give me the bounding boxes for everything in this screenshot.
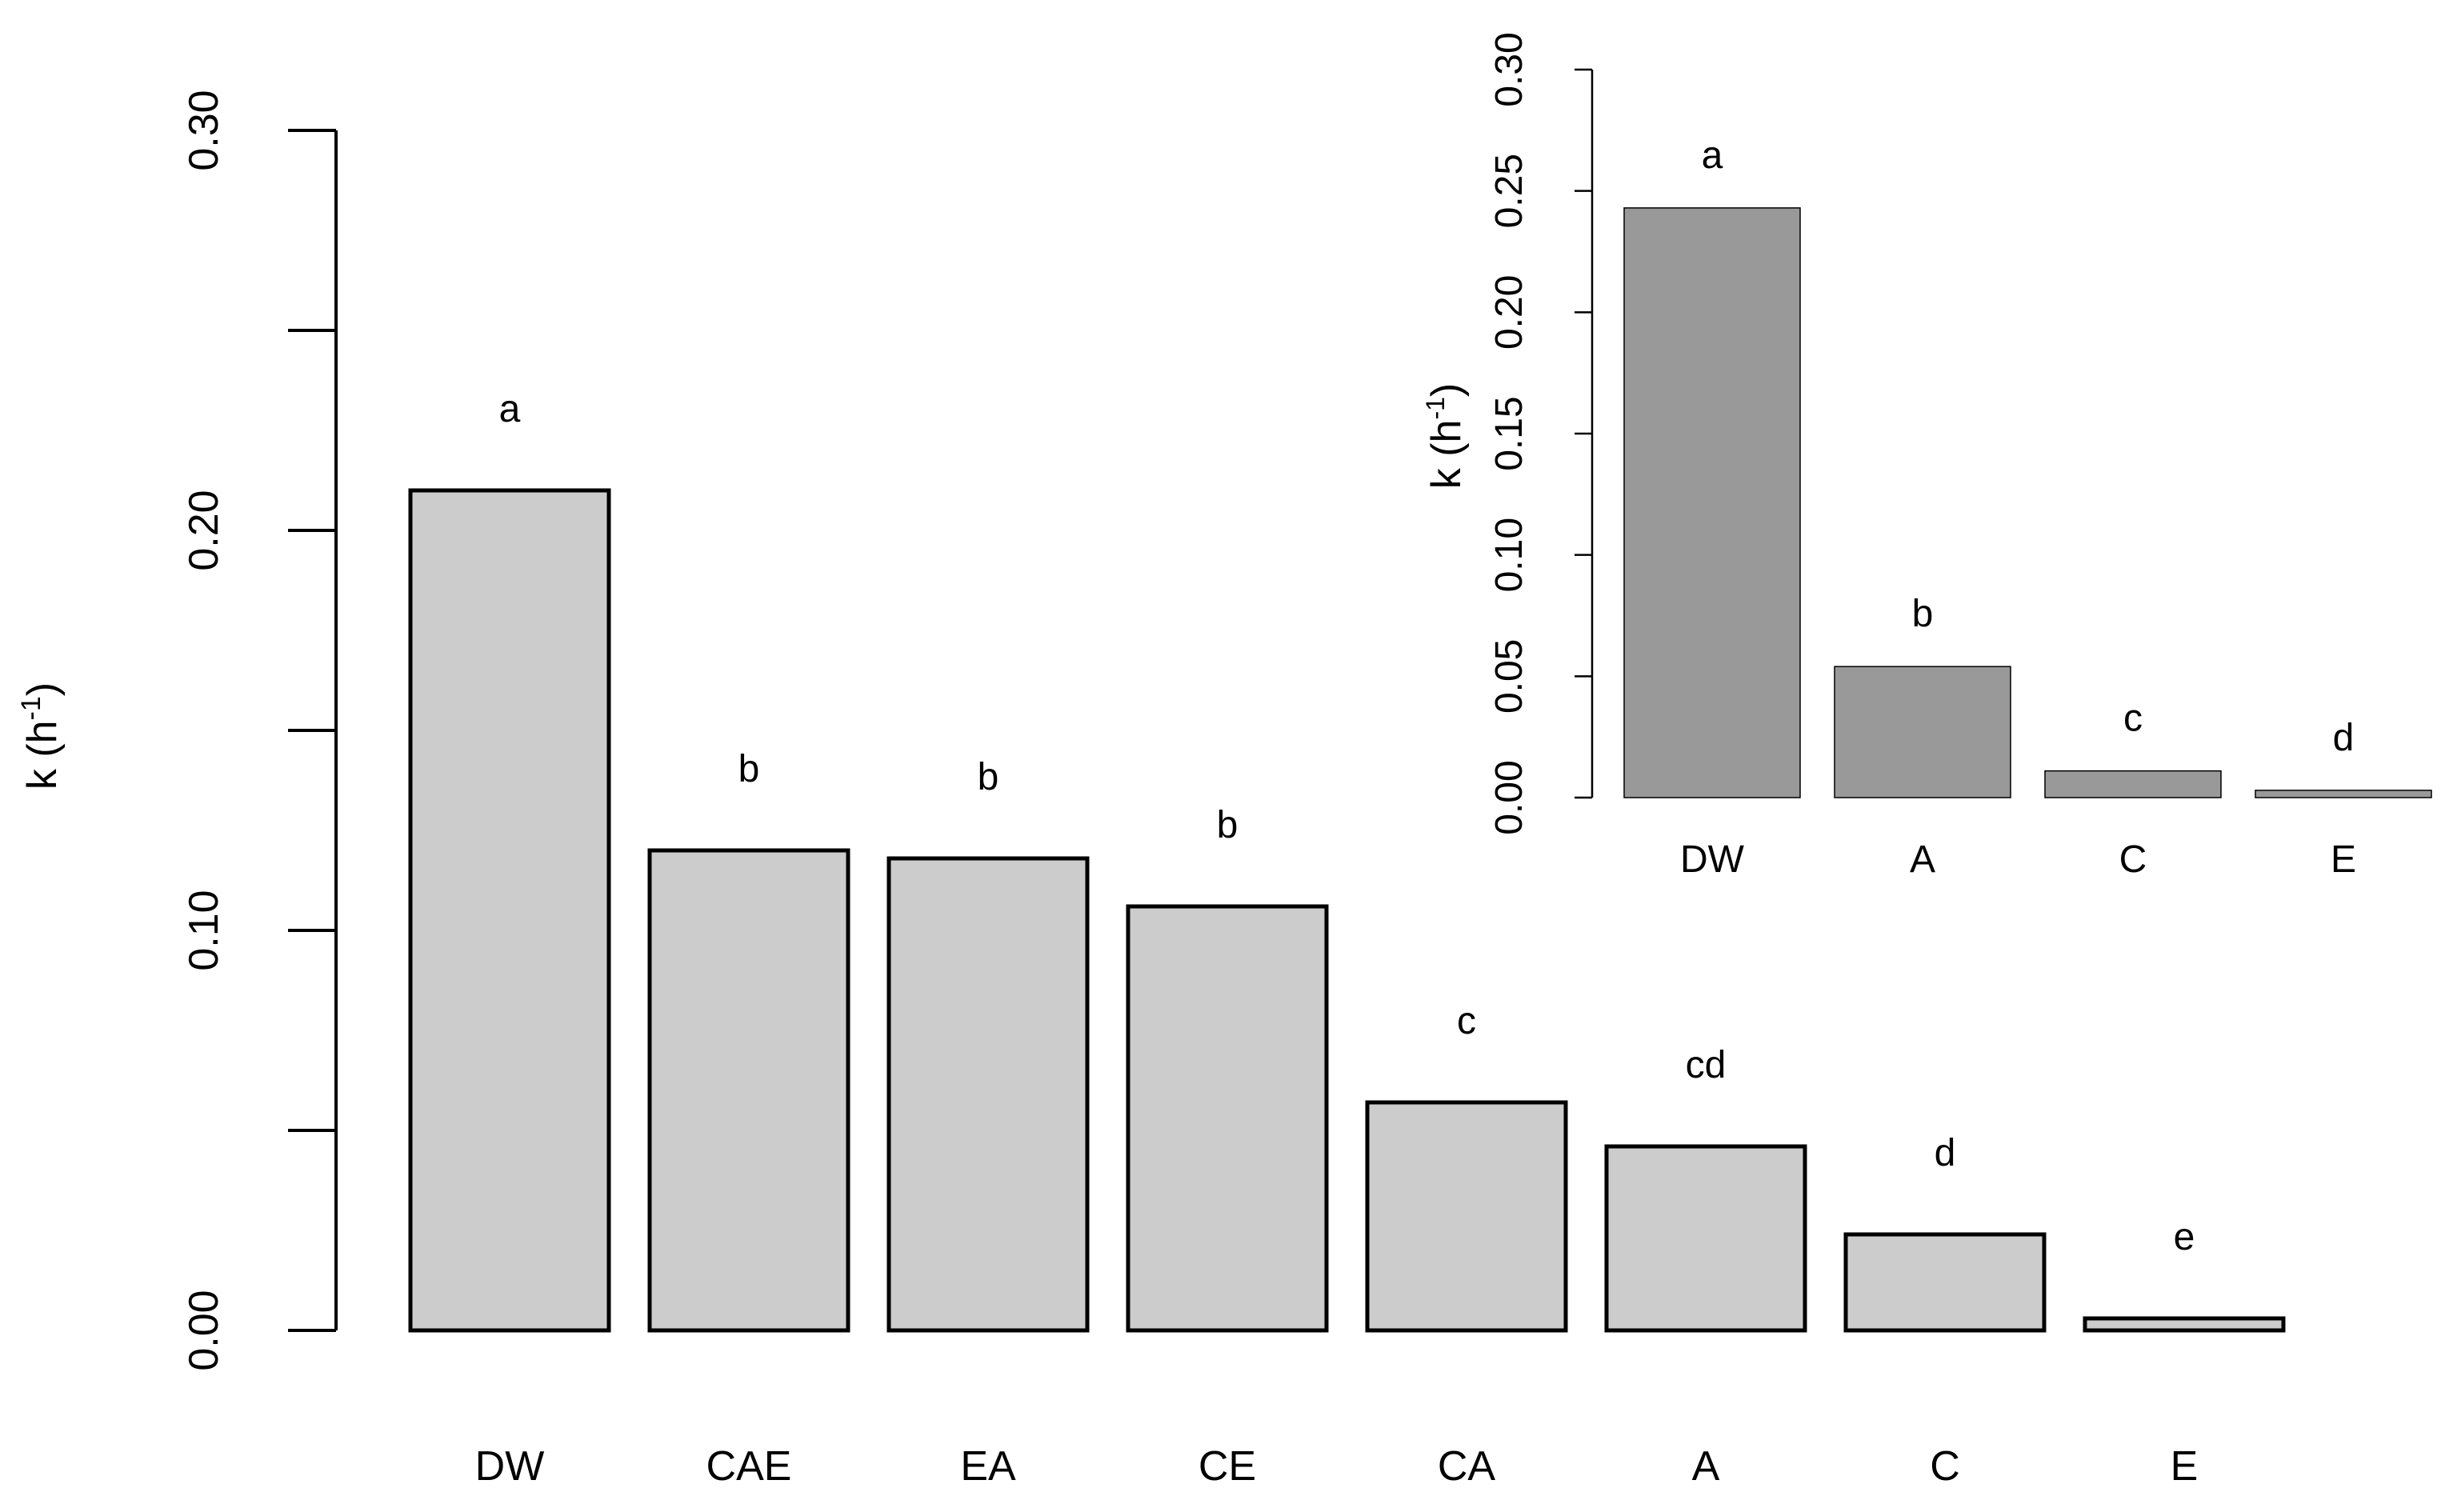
y-axis-label-close: ) xyxy=(1423,383,1470,397)
y-axis-label: k (h-1) xyxy=(16,682,66,790)
main-bar-chart: 0.000.100.200.30k (h-1)DWaCAEbEAbCEbCAcA… xyxy=(16,90,2286,1490)
significance-label: e xyxy=(2174,1216,2195,1258)
x-category-label: DW xyxy=(475,1443,545,1490)
bar-e xyxy=(2083,1316,2286,1333)
significance-label: b xyxy=(978,756,999,798)
x-category-label: C xyxy=(2119,838,2147,881)
y-tick-label: 0.00 xyxy=(1488,760,1531,834)
y-tick-label: 0.10 xyxy=(181,890,227,970)
y-axis-label: k (h-1) xyxy=(1421,383,1470,489)
bar-c xyxy=(1843,1232,2047,1333)
bar-ce xyxy=(1126,904,1329,1333)
y-axis-label-base: k (h xyxy=(1423,420,1470,490)
y-tick-label: 0.30 xyxy=(181,90,227,170)
y-tick-label: 0.10 xyxy=(1488,518,1531,592)
y-axis-label-sup: -1 xyxy=(1421,397,1450,419)
bar-ea xyxy=(886,856,1090,1333)
inset-bar-chart: 0.00 0.05 0.10 0.15 0.20 0.25 0.30 k (h-1) DW a Ab… xyxy=(1421,32,2432,881)
significance-label: d xyxy=(2333,717,2355,759)
y-axis-label-sup: -1 xyxy=(16,696,46,720)
significance-label: a xyxy=(499,388,521,430)
y-tick-label: 0.00 xyxy=(181,1290,227,1370)
significance-label: c xyxy=(1457,1000,1476,1042)
y-tick-label: 0.20 xyxy=(181,490,227,570)
significance-label: c xyxy=(2123,698,2143,740)
bar-cae xyxy=(647,848,850,1333)
y-axis-label-close: ) xyxy=(19,682,66,696)
x-category-label: EA xyxy=(960,1443,1016,1490)
x-category-label: CAE xyxy=(706,1443,792,1490)
y-tick-label: 0.05 xyxy=(1488,639,1531,714)
x-category-label: CE xyxy=(1198,1443,1256,1490)
y-tick-label: 0.30 xyxy=(1488,32,1531,106)
x-category-label: A xyxy=(1692,1443,1720,1490)
x-category-label: A xyxy=(1910,838,1935,881)
x-category-label: DW xyxy=(1680,838,1745,881)
significance-label: a xyxy=(1702,134,1723,177)
x-category-label: E xyxy=(2331,838,2356,881)
y-axis-label-base: k (h xyxy=(19,720,66,790)
significance-label: b xyxy=(738,748,760,790)
significance-label: b xyxy=(1217,804,1239,846)
bar-a xyxy=(1834,666,2011,798)
bar-c xyxy=(2044,770,2222,798)
bar-ca xyxy=(1365,1100,1568,1333)
bar-e xyxy=(2255,790,2432,798)
bar-a xyxy=(1604,1144,1807,1333)
significance-label: b xyxy=(1912,593,1934,635)
y-tick-label: 0.15 xyxy=(1488,396,1531,470)
significance-label: d xyxy=(1935,1132,1956,1174)
bar-dw xyxy=(408,488,611,1333)
x-category-label: E xyxy=(2171,1443,2199,1490)
y-tick-label: 0.20 xyxy=(1488,275,1531,350)
significance-label: cd xyxy=(1686,1044,1727,1086)
x-category-label: CA xyxy=(1438,1443,1496,1490)
y-tick-label: 0.25 xyxy=(1488,154,1531,228)
bar-dw xyxy=(1623,207,1801,798)
x-category-label: C xyxy=(1930,1443,1960,1490)
